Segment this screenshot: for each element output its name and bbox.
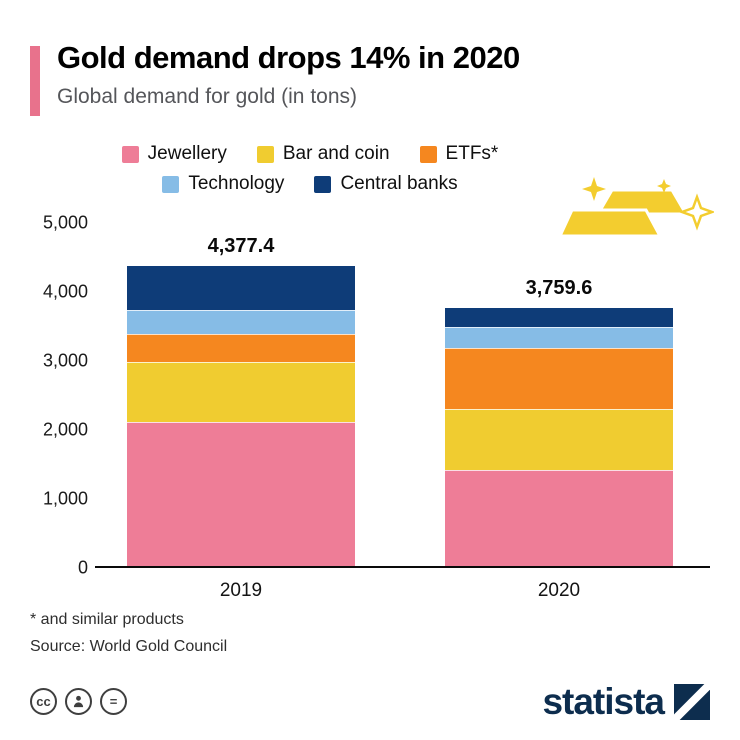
legend-swatch-technology [162,175,180,193]
bar-segment-bar-and-coin-2019[interactable] [127,361,355,422]
bar-segment-etfs-2020[interactable] [445,348,673,409]
legend-label: Central banks [340,173,458,194]
attribution-icon[interactable] [65,688,92,715]
bar-segment-etfs-2019[interactable] [127,333,355,362]
cc-license: cc = [30,688,127,715]
equal-icon[interactable]: = [100,688,127,715]
legend-row-2: Technology Central banks [162,173,458,195]
footnote-source: Source: World Gold Council [30,638,228,656]
chart-subtitle: Global demand for gold (in tons) [57,84,357,108]
legend-item-technology: Technology [162,173,284,195]
footnotes: * and similar products Source: World Gol… [30,606,227,660]
bar-segment-technology-2019[interactable] [127,310,355,334]
legend-label: ETFs* [445,143,499,164]
sparkle-icon [582,177,606,201]
legend-swatch-jewellery [121,145,139,163]
gold-ingot-front [557,208,663,238]
sparkle-icon [657,179,671,193]
bar-stack [127,265,355,566]
y-axis-tick-3000: 3,000 [42,350,88,371]
bar-column-2020: 3,759.6 2020 [445,223,673,601]
statista-wordmark: statista [542,681,665,722]
plot-area: 4,377.4 2019 3,759.6 2020 [95,223,710,601]
header: Gold demand drops 14% in 2020 Global dem… [57,40,710,109]
equal-icon-label: = [109,694,118,709]
y-axis-tick-2000: 2,000 [42,419,88,440]
x-axis-label: 2019 [219,580,263,601]
footnote-asterisk: * and similar products [30,611,184,628]
legend-label: Technology [188,173,285,194]
bar-segment-technology-2020[interactable] [445,326,673,349]
legend-swatch-central-banks [314,175,332,193]
legend-swatch-etfs [419,145,437,163]
cc-icon-label: cc [36,694,51,709]
bar-segment-bar-and-coin-2020[interactable] [445,408,673,470]
bar-segment-central-banks-2019[interactable] [127,265,355,311]
bar-segment-central-banks-2020[interactable] [445,308,673,327]
bar-total-label: 3,759.6 [525,277,593,300]
legend-item-etfs: ETFs* [419,143,499,165]
bar-chart: 0 1,000 2,000 3,000 4,000 5,000 4,377.4 2019 … [30,213,710,601]
gold-bars-art [557,177,716,238]
legend-label: Bar and coin [282,143,390,164]
y-axis: 0 1,000 2,000 3,000 4,000 5,000 [30,213,88,578]
statista-logo-icon [674,683,710,720]
cc-icon[interactable]: cc [30,688,57,715]
legend-item-jewellery: Jewellery [121,143,227,165]
chart-title: Gold demand drops 14% in 2020 [57,40,520,75]
y-axis-tick-4000: 4,000 [42,281,88,302]
y-axis-tick-5000: 5,000 [42,212,88,233]
bar-column-2019: 4,377.4 2019 [127,223,355,601]
statista-logo[interactable]: statista [542,683,710,720]
bar-stack [445,308,673,566]
footer: cc = statista [30,683,710,720]
legend-swatch-bar-and-coin [256,145,274,163]
legend-item-central-banks: Central banks [314,173,458,195]
gold-bars-illustration [554,176,716,242]
legend: Jewellery Bar and coin ETFs* Technology Cen… [0,143,620,195]
legend-item-bar-and-coin: Bar and coin [256,143,390,165]
legend-row-1: Jewellery Bar and coin ETFs* [121,143,499,165]
x-axis-label: 2020 [537,580,581,601]
y-axis-tick-0: 0 [77,557,88,578]
person-icon [73,695,84,708]
bar-segment-jewellery-2019[interactable] [127,421,355,566]
sparkle-icon [678,193,716,231]
bar-segment-jewellery-2020[interactable] [445,469,673,566]
legend-label: Jewellery [147,143,227,164]
bar-total-label: 4,377.4 [207,234,275,257]
y-axis-tick-1000: 1,000 [42,488,88,509]
title-accent-bar [30,46,40,116]
